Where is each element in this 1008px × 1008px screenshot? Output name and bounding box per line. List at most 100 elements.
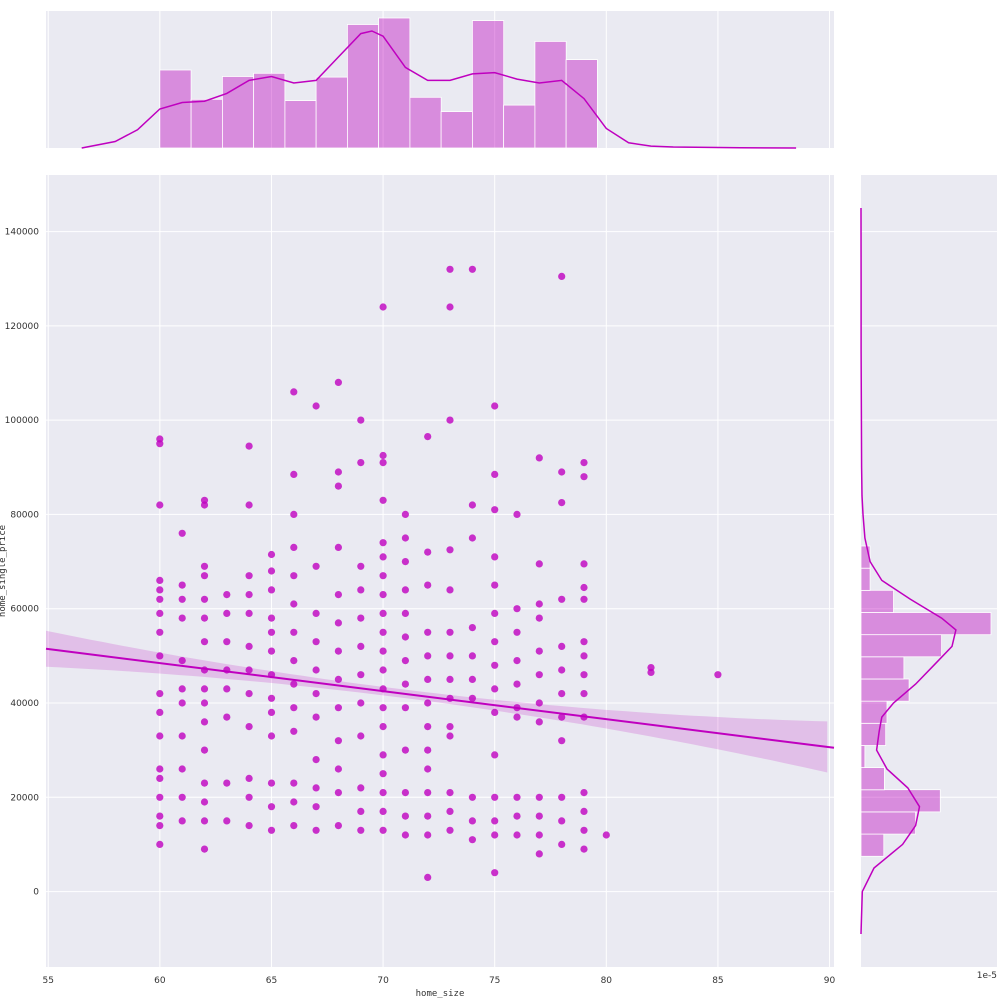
scatter-point [424, 831, 432, 839]
scatter-point [491, 793, 499, 801]
right-histogram-bar [860, 700, 888, 724]
scatter-point [446, 732, 454, 740]
scatter-point [245, 642, 253, 651]
right-kde-curve [860, 207, 957, 935]
scatter-point [647, 668, 655, 677]
scatter-point [334, 647, 342, 655]
scatter-point [580, 671, 588, 679]
scatter-point [491, 553, 499, 561]
scatter-point [424, 789, 432, 797]
scatter-point [580, 690, 588, 698]
right-histogram-bar [860, 767, 885, 791]
scatter-point [334, 543, 342, 552]
scatter-point [334, 675, 342, 684]
scatter-point [379, 807, 387, 816]
scatter-point [178, 614, 186, 622]
x-tick-label: 75 [489, 976, 500, 986]
right-histogram-bar [860, 678, 910, 702]
scatter-point [379, 496, 387, 504]
scatter-point [491, 831, 499, 839]
scatter-point [290, 727, 298, 735]
scatter-point [424, 628, 432, 636]
top-histogram-bar [378, 17, 411, 149]
scatter-point [312, 803, 320, 811]
scatter-point [200, 595, 209, 603]
top-histogram-bar [253, 72, 286, 149]
scatter-point [558, 737, 566, 745]
scatter-point [267, 779, 276, 787]
scatter-point [200, 699, 209, 707]
scatter-point [580, 560, 588, 568]
x-tick-label: 80 [601, 976, 613, 986]
scatter-point [424, 746, 432, 754]
y-tick-label: 60000 [10, 605, 39, 615]
scatter-point [468, 817, 476, 825]
y-tick-label: 0 [33, 888, 39, 898]
scatter-point [535, 850, 543, 858]
scatter-point [491, 817, 499, 825]
scatter-point [513, 657, 521, 665]
scatter-point [267, 586, 276, 594]
scatter-point [200, 614, 209, 622]
scatter-point [357, 732, 365, 740]
y-tick-label: 140000 [5, 228, 40, 238]
right-histogram-bar [860, 634, 942, 658]
scatter-point [446, 265, 454, 273]
scatter-point [267, 567, 276, 575]
scatter-point [334, 822, 342, 830]
scatter-point [424, 652, 432, 660]
scatter-point [558, 272, 566, 280]
scatter-point [491, 869, 499, 877]
scatter-point [357, 562, 365, 570]
top-histogram-bar [565, 59, 598, 149]
x-tick-labels: 55 60 65 70 75 80 85 90 [43, 976, 836, 986]
scatter-point [468, 652, 476, 660]
scatter-point [156, 595, 164, 603]
top-histogram-bar [159, 69, 192, 149]
top-histogram-bar [190, 98, 223, 149]
scatter-point [156, 586, 164, 594]
top-histogram-bar [471, 20, 505, 149]
scatter-point [245, 442, 253, 450]
scatter-point [223, 713, 231, 721]
scatter-point [558, 840, 566, 849]
scatter-point [468, 793, 476, 801]
scatter-point [290, 779, 298, 787]
scatter-point [558, 642, 566, 651]
scatter-point [156, 576, 164, 585]
scatter-point [156, 765, 164, 773]
scatter-point [357, 416, 365, 424]
scatter-point [379, 770, 387, 778]
scatter-point [468, 534, 476, 542]
scatter-point [379, 751, 387, 759]
scatter-point [558, 666, 566, 674]
x-tick-label: 55 [43, 976, 54, 986]
scatter-point [558, 595, 566, 603]
scatter-point [156, 840, 164, 849]
scatter-point [245, 666, 253, 674]
scatter-point [267, 614, 276, 622]
right-grid [861, 231, 997, 893]
scatter-point [223, 817, 231, 825]
scatter-point [468, 694, 476, 702]
scatter-point [200, 779, 209, 787]
scatter-point [245, 822, 253, 830]
scatter-point [424, 873, 432, 882]
scatter-point [334, 482, 342, 490]
scatter-point [357, 826, 365, 834]
scatter-point [535, 699, 543, 707]
scatter-point [580, 459, 588, 467]
scatter-point [513, 510, 521, 518]
scatter-point [446, 826, 454, 834]
scatter-point [446, 789, 454, 797]
scatter-point [491, 638, 499, 646]
scatter-point [580, 638, 588, 646]
scatter-point [491, 708, 499, 717]
scatter-point [401, 609, 409, 618]
scatter-point [580, 845, 588, 853]
scatter-point [223, 779, 231, 787]
right-histogram-bar [860, 589, 894, 613]
scatter-point [290, 470, 298, 478]
scatter-point [267, 694, 276, 702]
scatter-point [513, 831, 521, 839]
